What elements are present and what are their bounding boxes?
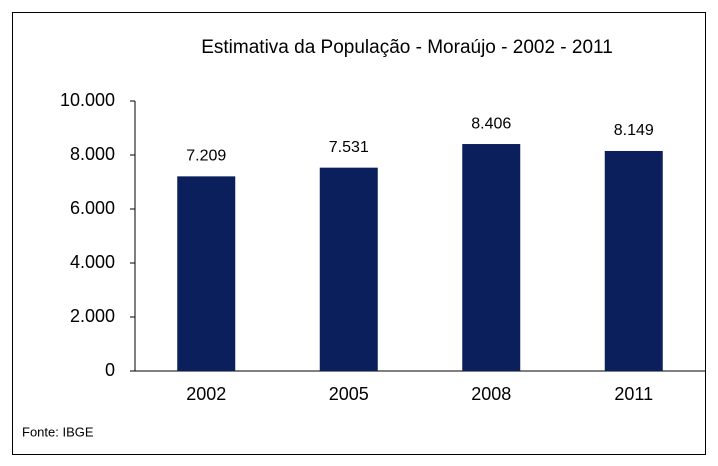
value-label: 7.209 xyxy=(186,148,226,165)
y-tick-label: 0 xyxy=(105,360,115,380)
value-label: 8.149 xyxy=(614,122,654,139)
y-tick-label: 6.000 xyxy=(70,198,115,218)
x-tick-label: 2005 xyxy=(329,384,369,404)
y-tick-label: 8.000 xyxy=(70,144,115,164)
bar xyxy=(604,150,663,371)
y-tick-label: 2.000 xyxy=(70,306,115,326)
chart-title: Estimativa da População - Moraújo - 2002… xyxy=(201,37,613,58)
bar xyxy=(319,167,378,371)
x-tick-label: 2011 xyxy=(614,384,653,404)
bar xyxy=(177,176,236,371)
bar xyxy=(462,144,521,371)
y-tick-label: 4.000 xyxy=(70,252,115,272)
value-label: 7.531 xyxy=(329,139,369,156)
source-note: Fonte: IBGE xyxy=(22,424,94,439)
value-label: 8.406 xyxy=(471,115,511,132)
x-tick-label: 2002 xyxy=(186,384,226,404)
x-tick-label: 2008 xyxy=(471,384,511,404)
y-tick-label: 10.000 xyxy=(60,90,115,110)
